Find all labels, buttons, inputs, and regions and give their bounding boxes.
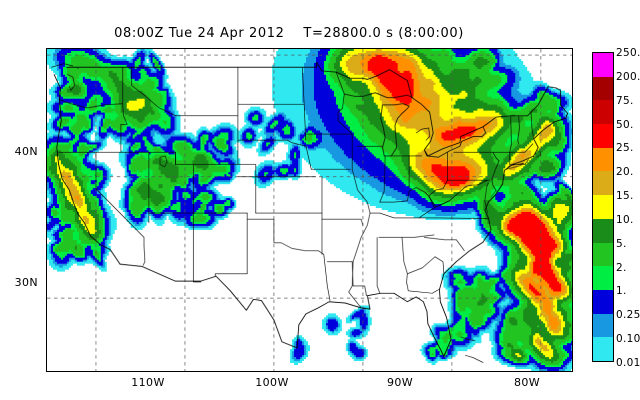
colorbar-band-0 [593,53,613,77]
x-tick-90w: 90W [386,376,414,389]
colorbar-band-12 [593,337,613,361]
colorbar-band-4 [593,147,613,172]
colorbar-label-4: 25. [616,142,634,155]
y-tick-40n: 40N [14,145,38,158]
colorbar-band-7 [593,218,613,243]
colorbar [592,52,614,362]
colorbar-label-7: 10. [616,213,634,226]
colorbar-band-9 [593,266,613,290]
colorbar-band-11 [593,313,613,338]
x-tick-100w: 100W [255,376,289,389]
colorbar-label-3: 50. [616,118,634,131]
colorbar-band-5 [593,171,613,196]
colorbar-band-1 [593,76,613,101]
colorbar-label-2: 75. [616,94,634,107]
colorbar-band-6 [593,195,613,219]
colorbar-label-9: 2. [616,261,627,274]
x-tick-80w: 80W [513,376,541,389]
colorbar-label-13: 0.01 [616,357,640,369]
colorbar-label-10: 1. [616,285,627,298]
colorbar-band-10 [593,289,613,314]
precipitation-map-canvas [47,49,572,371]
colorbar-label-12: 0.10 [616,333,640,346]
colorbar-band-8 [593,242,613,267]
colorbar-label-1: 200. [616,70,640,83]
y-tick-30n: 30N [14,276,38,289]
colorbar-label-5: 20. [616,166,634,179]
map-plot-area [46,48,573,372]
colorbar-label-11: 0.25 [616,309,640,322]
colorbar-label-0: 250. [616,47,640,59]
figure-title: 08:00Z Tue 24 Apr 2012 T=28800.0 s (8:00… [114,26,464,41]
colorbar-label-6: 15. [616,190,634,203]
colorbar-label-8: 5. [616,237,627,250]
colorbar-band-2 [593,100,613,125]
x-tick-110w: 110W [131,376,165,389]
colorbar-tick-labels: 250. 200. 75. 50. 25. 20. 15. 10. 5. 2. 1. 0.25 0.10… [616,44,640,370]
colorbar-band-3 [593,124,613,148]
